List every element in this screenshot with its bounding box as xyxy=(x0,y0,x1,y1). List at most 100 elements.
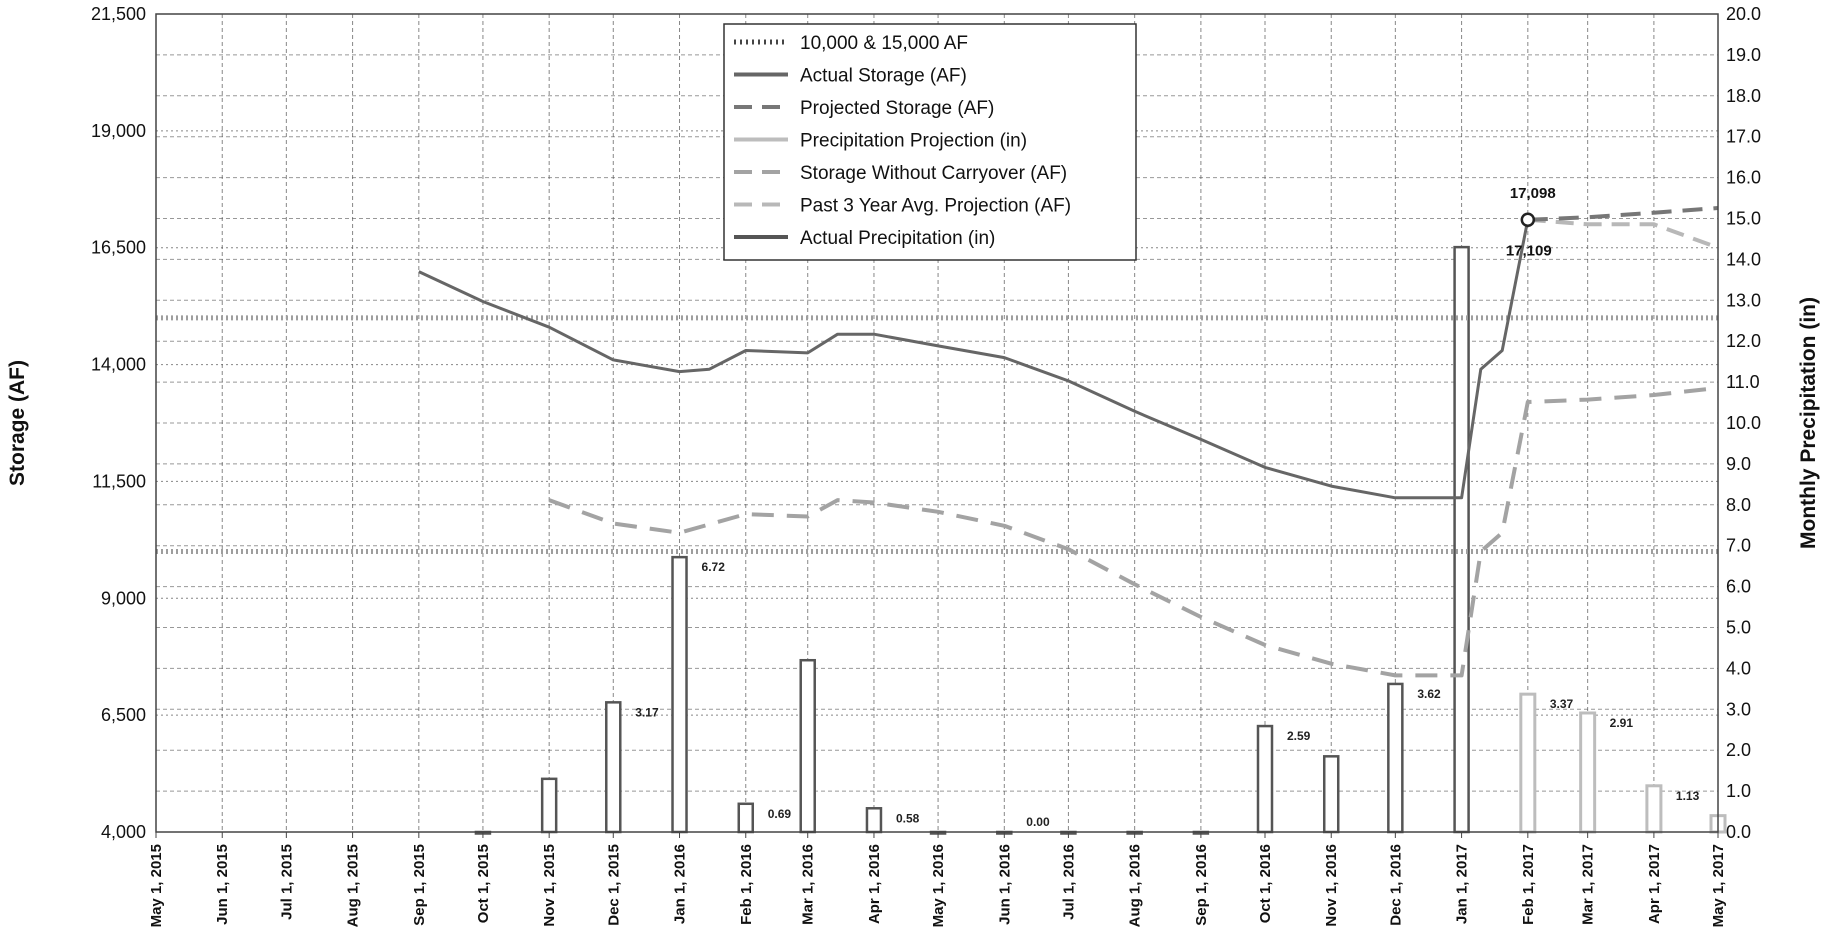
x-tick-label: Aug 1, 2015 xyxy=(345,844,362,927)
actual-precip-bar xyxy=(737,802,755,834)
precip-data-label: 0.69 xyxy=(768,807,792,821)
actual-precip-bar xyxy=(671,555,688,834)
precip-data-label: 3.62 xyxy=(1417,687,1441,701)
x-tick-label: Apr 1, 2016 xyxy=(866,844,883,924)
actual-precip-bar xyxy=(1453,245,1470,834)
x-tick-label: Jun 1, 2015 xyxy=(214,844,231,925)
right-tick-label: 5.0 xyxy=(1726,618,1751,638)
past-3-year-avg-line xyxy=(1527,217,1719,250)
right-tick-label: 9.0 xyxy=(1726,454,1751,474)
legend-entry-label: Past 3 Year Avg. Projection (AF) xyxy=(800,196,1071,217)
actual-precip-bar xyxy=(1387,682,1404,834)
right-tick-label: 0.0 xyxy=(1726,822,1751,842)
projected-storage-line xyxy=(1527,206,1719,222)
right-tick-label: 11.0 xyxy=(1726,372,1760,392)
x-tick-label: Feb 1, 2016 xyxy=(738,844,755,925)
right-tick-label: 16.0 xyxy=(1726,168,1761,188)
data-labels: 3.17 6.72 0.69 0.58 0.00 2.59 3.62 3.37 2.91 1.13 xyxy=(635,560,1699,829)
right-tick-label: 17.0 xyxy=(1726,127,1761,147)
actual-precip-bar xyxy=(1256,724,1274,834)
legend-entry-label: 10,000 & 15,000 AF xyxy=(800,33,968,54)
actual-precip-bar xyxy=(865,807,883,834)
x-tick-label: Nov 1, 2016 xyxy=(1323,844,1340,927)
x-tick-label: Sep 1, 2016 xyxy=(1193,844,1210,926)
x-axis-ticks: May 1, 2015 Jun 1, 2015 Jul 1, 2015 Aug 1, … xyxy=(148,832,1727,927)
precip-data-label: 6.72 xyxy=(702,560,726,574)
precip-projection-bar xyxy=(1579,711,1597,834)
legend-entry-label: Precipitation Projection (in) xyxy=(800,131,1027,152)
left-tick-label: 14,000 xyxy=(91,355,146,375)
x-tick-label: Jan 1, 2017 xyxy=(1454,844,1471,924)
callout-17109: 17,109 xyxy=(1506,243,1552,260)
right-tick-label: 20.0 xyxy=(1726,4,1761,24)
x-tick-label: Oct 1, 2016 xyxy=(1257,844,1274,923)
x-tick-label: Nov 1, 2015 xyxy=(541,844,558,927)
right-axis-title: Monthly Precipitation (in) xyxy=(1797,297,1820,549)
legend-entry-label: Storage Without Carryover (AF) xyxy=(800,163,1067,184)
right-tick-label: 18.0 xyxy=(1726,86,1761,106)
right-tick-label: 8.0 xyxy=(1726,495,1751,515)
precip-projection-bar xyxy=(1645,784,1663,834)
x-tick-label: Mar 1, 2017 xyxy=(1580,844,1597,925)
legend-box xyxy=(723,23,1137,261)
right-tick-label: 12.0 xyxy=(1726,331,1761,351)
right-tick-label: 6.0 xyxy=(1726,577,1751,597)
precip-data-label: 0.00 xyxy=(1026,815,1050,829)
precip-data-label: 1.13 xyxy=(1676,789,1700,803)
precip-data-label: 3.37 xyxy=(1550,697,1574,711)
x-tick-label: Apr 1, 2017 xyxy=(1646,844,1663,924)
reference-lines xyxy=(156,315,1718,555)
plot-frame xyxy=(155,13,1719,833)
x-tick-label: Jun 1, 2016 xyxy=(996,844,1013,925)
left-tick-label: 21,500 xyxy=(91,4,146,24)
right-tick-label: 7.0 xyxy=(1726,536,1751,556)
legend-entry-label: Actual Precipitation (in) xyxy=(800,228,995,249)
storage-without-carryover-line xyxy=(548,385,1719,678)
legend-entry-label: Projected Storage (AF) xyxy=(800,98,994,119)
left-tick-label: 16,500 xyxy=(91,238,146,258)
right-tick-label: 4.0 xyxy=(1726,658,1751,678)
left-tick-label: 11,500 xyxy=(92,471,146,491)
precip-projection-bar xyxy=(1519,692,1537,834)
x-tick-label: Feb 1, 2017 xyxy=(1520,844,1537,925)
precip-data-label: 2.59 xyxy=(1287,729,1311,743)
left-tick-label: 19,000 xyxy=(91,121,146,141)
x-tick-label: Oct 1, 2015 xyxy=(475,844,492,923)
x-tick-label: Sep 1, 2015 xyxy=(411,844,428,926)
storage-lines xyxy=(418,206,1719,678)
actual-precip-bar xyxy=(605,701,622,834)
x-tick-label: Dec 1, 2015 xyxy=(605,844,622,926)
callouts: 17,098 17,109 xyxy=(1506,185,1556,260)
x-tick-label: Dec 1, 2016 xyxy=(1387,844,1404,926)
x-tick-label: Jan 1, 2016 xyxy=(672,844,689,924)
left-axis-ticks: 4,000 6,500 9,000 11,500 14,000 16,500 19,000 2… xyxy=(91,4,146,842)
actual-precip-bar xyxy=(799,658,816,834)
legend-entry-label: Actual Storage (AF) xyxy=(800,66,967,87)
right-axis-ticks: 0.0 1.0 2.0 3.0 4.0 5.0 6.0 7.0 8.0 9.0 10.0 11.0 12… xyxy=(1726,4,1761,842)
right-tick-label: 3.0 xyxy=(1726,699,1751,719)
legend: 10,000 & 15,000 AF Actual Storage (AF) Pro… xyxy=(723,23,1137,261)
right-tick-label: 13.0 xyxy=(1726,290,1761,310)
x-tick-label: May 1, 2017 xyxy=(1710,844,1727,927)
right-tick-label: 14.0 xyxy=(1726,249,1761,269)
left-tick-label: 9,000 xyxy=(101,588,146,608)
right-tick-label: 19.0 xyxy=(1726,45,1761,65)
x-tick-label: Jul 1, 2016 xyxy=(1060,844,1077,920)
precipitation-bars xyxy=(474,245,1727,835)
actual-precip-bar xyxy=(1322,755,1340,834)
right-tick-label: 15.0 xyxy=(1726,209,1761,229)
right-tick-label: 2.0 xyxy=(1726,740,1751,760)
precip-data-label: 3.17 xyxy=(635,705,659,719)
projection-start-marker xyxy=(1520,212,1536,228)
actual-storage-line xyxy=(418,219,1530,500)
x-tick-label: May 1, 2015 xyxy=(148,844,165,927)
actual-precip-bar xyxy=(540,777,558,834)
right-tick-label: 1.0 xyxy=(1726,781,1751,801)
x-tick-label: Aug 1, 2016 xyxy=(1127,844,1144,927)
right-tick-label: 10.0 xyxy=(1726,413,1761,433)
precip-data-label: 0.58 xyxy=(896,811,920,825)
x-tick-label: Mar 1, 2016 xyxy=(800,844,817,925)
callout-17098: 17,098 xyxy=(1510,185,1556,202)
left-tick-label: 6,500 xyxy=(101,705,146,725)
